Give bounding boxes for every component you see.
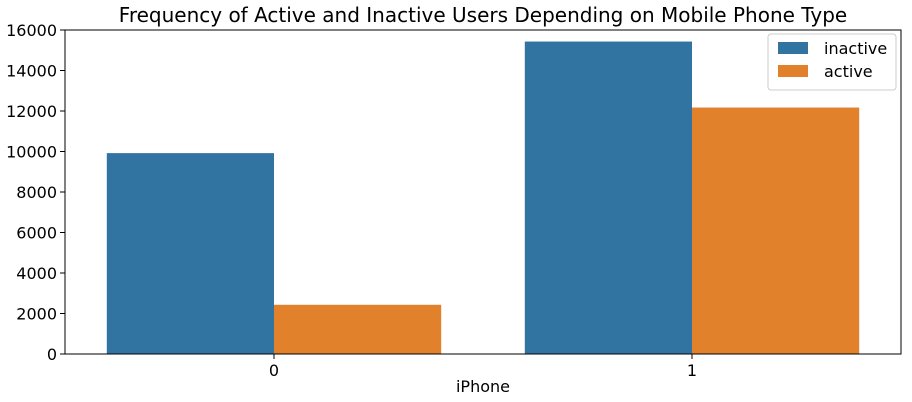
y-tick-label: 2000 bbox=[16, 305, 57, 324]
y-tick-label: 16000 bbox=[6, 21, 57, 40]
legend-label-active: active bbox=[824, 62, 873, 81]
y-axis: 0 2000 4000 6000 8000 10000 12000 14000 16000 bbox=[6, 21, 65, 364]
y-tick-label: 8000 bbox=[16, 183, 57, 202]
bars-group bbox=[106, 41, 860, 355]
y-tick-label: 12000 bbox=[6, 102, 57, 121]
legend-swatch-inactive bbox=[778, 42, 808, 54]
x-axis-label: iPhone bbox=[456, 377, 510, 396]
legend-swatch-active bbox=[778, 65, 808, 77]
bar-active-0 bbox=[274, 304, 442, 354]
bar-active-1 bbox=[692, 107, 860, 355]
y-tick-label: 10000 bbox=[6, 143, 57, 162]
y-tick-label: 6000 bbox=[16, 224, 57, 243]
legend-label-inactive: inactive bbox=[824, 39, 887, 58]
y-tick-label: 4000 bbox=[16, 264, 57, 283]
legend: inactive active bbox=[767, 33, 897, 91]
bar-inactive-0 bbox=[106, 153, 274, 354]
bar-inactive-1 bbox=[524, 41, 692, 354]
chart-title: Frequency of Active and Inactive Users D… bbox=[119, 3, 847, 27]
x-tick-label: 0 bbox=[269, 361, 279, 380]
x-tick-label: 1 bbox=[687, 361, 697, 380]
y-tick-label: 0 bbox=[47, 345, 57, 364]
y-tick-label: 14000 bbox=[6, 62, 57, 81]
